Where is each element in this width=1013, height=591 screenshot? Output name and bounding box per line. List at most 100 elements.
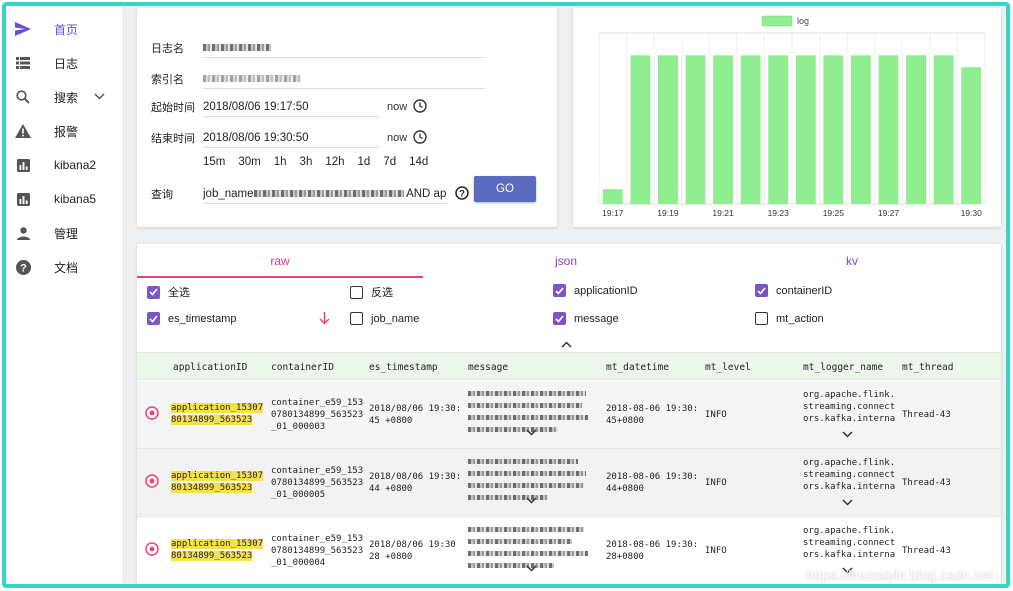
checkbox-message[interactable]: message: [553, 312, 619, 325]
bar-19:30[interactable]: [961, 67, 982, 204]
cell-containerID: container_e59_153 0780134899_563523 _01_00…: [271, 534, 364, 568]
row-select-icon[interactable]: [145, 542, 159, 559]
bar-19:25[interactable]: [823, 55, 844, 204]
quick-range-12h[interactable]: 12h: [325, 156, 345, 168]
sidebar-item-admin[interactable]: 管理: [6, 216, 123, 250]
sidebar-item-label: 管理: [54, 226, 79, 241]
bar-19:20[interactable]: [685, 55, 706, 204]
sidebar-item-docs[interactable]: ? 文档: [6, 250, 123, 284]
help-icon[interactable]: ?: [455, 185, 469, 203]
legend-label: log: [797, 16, 809, 26]
column-header-containerID[interactable]: containerID: [271, 362, 334, 373]
bar-19:23[interactable]: [768, 55, 789, 204]
checkbox-job-name[interactable]: job_name: [350, 312, 419, 325]
table-row[interactable]: application_15307 80134899_563523 contain…: [137, 449, 1001, 517]
cell-message: [468, 456, 586, 504]
quick-range-3h[interactable]: 3h: [299, 156, 313, 168]
quick-range-30m[interactable]: 30m: [238, 156, 261, 168]
checkbox-applicationID[interactable]: applicationID: [553, 284, 638, 297]
chevron-down-icon[interactable]: [842, 431, 853, 441]
cell-containerID: container_e59_153 0780134899_563523 _01_00…: [271, 398, 364, 432]
index-label: 索引名: [151, 74, 184, 86]
end-now-button[interactable]: now: [387, 132, 408, 144]
sort-desc-arrow-icon[interactable]: [319, 312, 330, 328]
go-button[interactable]: GO: [474, 176, 536, 202]
cell-applicationID: application_15307 80134899_563523: [171, 403, 264, 425]
view-tabs: raw json kv: [137, 244, 1001, 278]
quick-range-14d[interactable]: 14d: [409, 156, 429, 168]
quick-range-7d[interactable]: 7d: [383, 156, 397, 168]
end-time-label: 结束时间: [151, 133, 195, 145]
chevron-down-icon[interactable]: [526, 565, 537, 575]
sidebar-item-logs[interactable]: 日志: [6, 46, 123, 80]
sidebar-item-alerts[interactable]: 报警: [6, 114, 123, 148]
chevron-up-icon[interactable]: [561, 339, 572, 351]
query-label: 查询: [151, 189, 173, 201]
index-field[interactable]: [203, 69, 485, 89]
bar-19:19[interactable]: [658, 55, 678, 204]
log-name-field[interactable]: [203, 38, 485, 58]
sidebar-item-kibana2[interactable]: kibana2: [6, 148, 123, 182]
bar-19:29[interactable]: [933, 55, 954, 204]
list-icon: [14, 54, 32, 72]
checkbox-mt-action[interactable]: mt_action: [755, 312, 824, 325]
bar-19:18[interactable]: [630, 55, 651, 204]
tab-json[interactable]: json: [554, 254, 577, 268]
chevron-down-icon[interactable]: [842, 499, 853, 509]
column-header-mt-logger-name[interactable]: mt_logger_name: [803, 362, 884, 373]
bar-19:26[interactable]: [851, 55, 871, 204]
tab-kv[interactable]: kv: [846, 254, 858, 268]
clock-icon[interactable]: [413, 129, 427, 147]
person-icon: [14, 224, 32, 242]
chevron-down-icon[interactable]: [842, 567, 853, 577]
table-row[interactable]: application_15307 80134899_563523 contain…: [137, 517, 1001, 584]
column-header-mt-thread[interactable]: mt_thread: [902, 362, 954, 373]
query-input[interactable]: job_name AND ap: [203, 184, 447, 204]
start-now-button[interactable]: now: [387, 101, 408, 113]
column-header-mt-level[interactable]: mt_level: [705, 362, 751, 373]
checkbox-select-all[interactable]: 全选: [147, 284, 190, 300]
sidebar-item-search[interactable]: 搜索: [6, 80, 123, 114]
checkbox-invert[interactable]: 反选: [350, 284, 393, 300]
quick-range-1h[interactable]: 1h: [273, 156, 287, 168]
svg-text:?: ?: [20, 262, 27, 274]
sidebar-item-kibana5[interactable]: kibana5: [6, 182, 123, 216]
cell-applicationID: application_15307 80134899_563523: [171, 539, 264, 561]
checkbox-checked-icon: [755, 284, 768, 297]
quick-range-15m[interactable]: 15m: [203, 156, 226, 168]
bar-19:28[interactable]: [906, 55, 926, 204]
clock-icon[interactable]: [413, 98, 427, 116]
column-header-mt-datetime[interactable]: mt_datetime: [606, 362, 669, 373]
chevron-down-icon[interactable]: [526, 497, 537, 507]
column-header-message[interactable]: message: [468, 362, 509, 373]
sidebar-item-label: 文档: [54, 260, 79, 275]
checkbox-empty-icon: [350, 312, 363, 325]
bar-19:24[interactable]: [795, 55, 816, 204]
sidebar-item-label: 报警: [54, 124, 79, 139]
x-tick-label: 19:27: [878, 208, 900, 218]
start-time-input[interactable]: 2018/08/06 19:17:50: [203, 97, 379, 117]
column-header-es-timestamp[interactable]: es_timestamp: [369, 362, 438, 373]
bar-19:27[interactable]: [878, 55, 899, 204]
bar-19:21[interactable]: [713, 55, 733, 204]
cell-mt-level: INFO: [705, 410, 727, 420]
end-time-input[interactable]: 2018/08/06 19:30:50: [203, 128, 379, 148]
bar-19:17[interactable]: [602, 189, 623, 204]
send-icon: [14, 20, 32, 38]
column-header-applicationID[interactable]: applicationID: [173, 362, 248, 373]
row-select-icon[interactable]: [145, 406, 159, 423]
bar-19:22[interactable]: [740, 55, 761, 204]
table-header: applicationID containerID es_timestamp m…: [137, 352, 1001, 380]
row-select-icon[interactable]: [145, 474, 159, 491]
table-row[interactable]: application_15307 80134899_563523 contain…: [137, 381, 1001, 449]
chevron-down-icon[interactable]: [526, 429, 537, 439]
checkbox-containerID[interactable]: containerID: [755, 284, 832, 297]
quick-range-1d[interactable]: 1d: [357, 156, 371, 168]
chevron-down-icon[interactable]: [94, 91, 105, 103]
tab-raw[interactable]: raw: [270, 254, 290, 268]
cell-mt-level: INFO: [705, 546, 727, 556]
checkbox-es-timestamp[interactable]: es_timestamp: [147, 312, 236, 325]
x-tick-label: 19:23: [768, 208, 790, 218]
sidebar-item-home[interactable]: 首页: [6, 12, 123, 46]
